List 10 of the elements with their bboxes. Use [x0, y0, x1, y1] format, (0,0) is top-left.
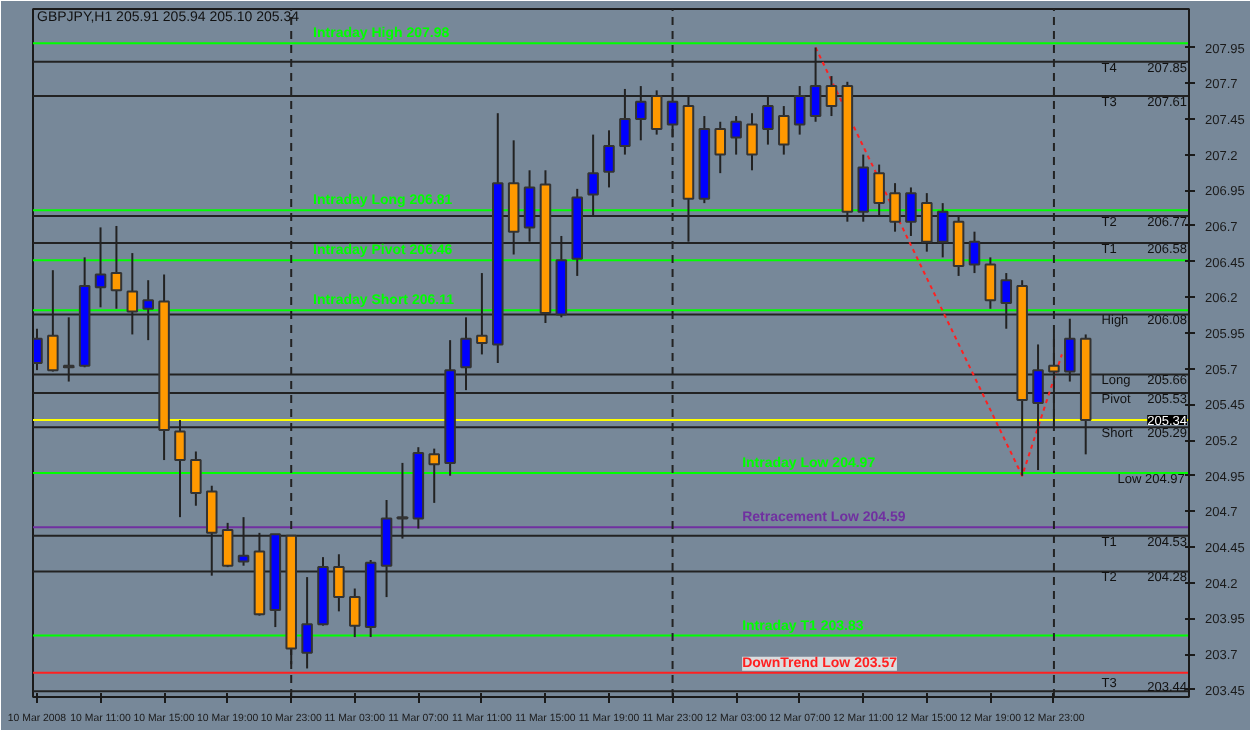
- candlestick: [984, 256, 997, 310]
- candlestick: [778, 105, 790, 156]
- candlestick: [190, 450, 202, 507]
- candlestick: [428, 447, 440, 504]
- candlestick: [714, 120, 727, 175]
- candlestick: [349, 587, 361, 639]
- candlestick: [301, 576, 313, 670]
- candlestick: [746, 112, 758, 172]
- candlestick: [730, 115, 742, 156]
- candlestick: [603, 129, 615, 189]
